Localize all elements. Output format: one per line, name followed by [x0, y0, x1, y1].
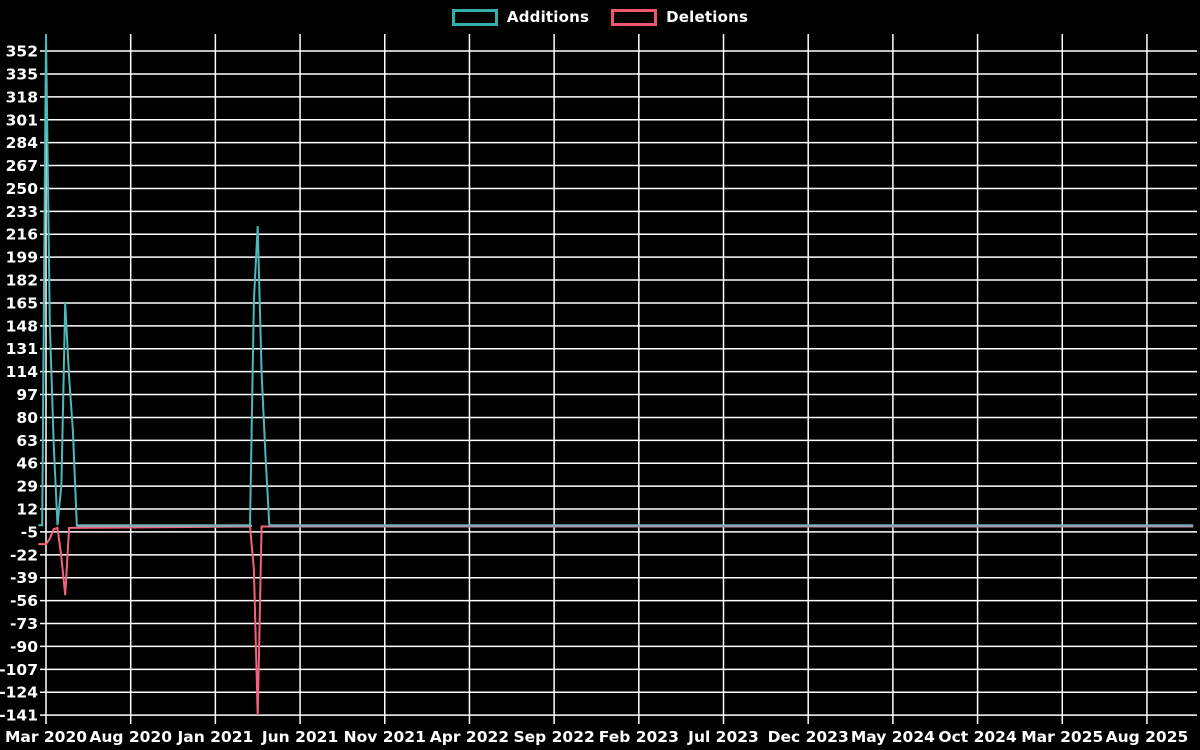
y-tick-label: 12 [16, 501, 38, 519]
additions-swatch-icon [451, 8, 498, 26]
y-tick-label: 131 [6, 340, 38, 358]
y-tick-label: -107 [0, 661, 38, 679]
y-tick-label: 165 [6, 294, 38, 312]
x-tick-label: Jul 2023 [687, 728, 759, 746]
y-tick-label: 148 [6, 317, 38, 335]
legend-item-additions: Additions [451, 8, 590, 26]
y-tick-label: 80 [16, 409, 38, 427]
additions-line [38, 33, 1194, 527]
y-tick-label: 301 [6, 111, 38, 129]
y-tick-label: 335 [6, 65, 38, 83]
deletions-line [38, 525, 1194, 716]
x-tick-label: Jun 2021 [261, 728, 338, 746]
x-tick-label: Aug 2020 [89, 728, 172, 746]
y-tick-label: 199 [6, 249, 38, 267]
x-tick-label: Mar 2025 [1021, 728, 1103, 746]
y-tick-label: 29 [16, 478, 38, 496]
y-tick-label: 233 [6, 203, 38, 221]
legend-label-additions: Additions [506, 8, 590, 26]
x-tick-label: Apr 2022 [430, 728, 509, 746]
y-tick-label: 352 [6, 43, 38, 61]
x-tick-label: Mar 2020 [5, 728, 87, 746]
x-tick-label: Feb 2023 [599, 728, 679, 746]
legend-label-deletions: Deletions [666, 8, 749, 26]
y-tick-label: 182 [6, 272, 38, 290]
y-tick-label: 216 [6, 226, 38, 244]
y-tick-label: -90 [10, 638, 38, 656]
chart-legend: Additions Deletions [0, 8, 1200, 26]
y-tick-label: 114 [6, 363, 39, 381]
y-tick-label: -73 [10, 615, 38, 633]
y-tick-label: -22 [10, 546, 38, 564]
y-tick-label: 46 [16, 455, 38, 473]
x-tick-label: Nov 2021 [344, 728, 426, 746]
y-tick-label: -141 [0, 707, 38, 725]
deletions-swatch-icon [611, 8, 658, 26]
y-tick-label: -39 [10, 569, 38, 587]
y-tick-label: 318 [6, 88, 38, 106]
y-tick-label: 284 [6, 134, 39, 152]
x-tick-label: Aug 2025 [1106, 728, 1189, 746]
x-tick-label: Dec 2023 [768, 728, 849, 746]
y-tick-label: 97 [16, 386, 38, 404]
y-tick-label: 267 [6, 157, 38, 175]
y-tick-label: -5 [21, 523, 38, 541]
y-tick-label: -56 [10, 592, 38, 610]
y-tick-label: -124 [0, 684, 38, 702]
legend-item-deletions: Deletions [611, 8, 748, 26]
y-tick-label: 250 [6, 180, 39, 198]
x-tick-label: Oct 2024 [938, 728, 1017, 746]
y-tick-label: 63 [16, 432, 38, 450]
x-tick-label: Jan 2021 [176, 728, 253, 746]
x-tick-label: May 2024 [851, 728, 935, 746]
x-tick-label: Sep 2022 [513, 728, 594, 746]
